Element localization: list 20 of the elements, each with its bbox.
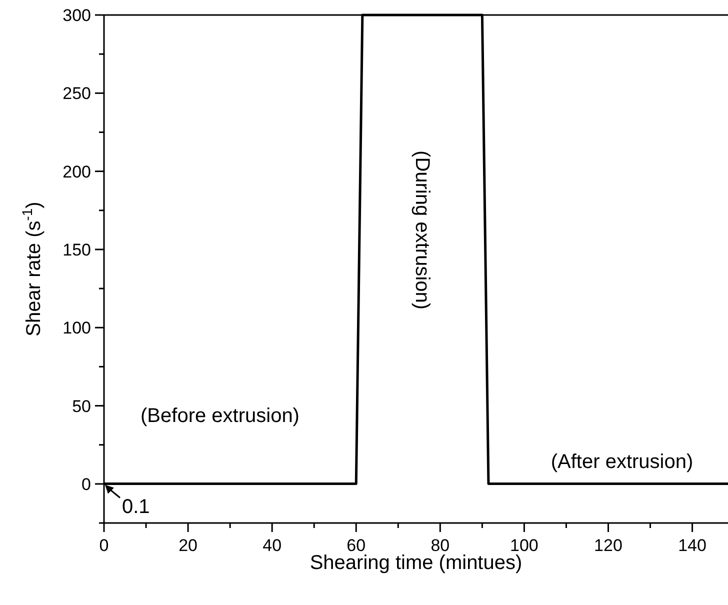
annotation: (During extrusion) <box>411 150 433 310</box>
x-tick-label: 100 <box>510 536 538 555</box>
y-tick-label: 300 <box>62 6 91 25</box>
x-tick-label: 0 <box>99 536 109 555</box>
y-tick-label: 250 <box>62 84 91 104</box>
y-tick-label: 150 <box>62 240 91 260</box>
y-tick-label: 100 <box>62 318 91 338</box>
y-tick-label: 50 <box>72 396 91 416</box>
annotation: 0.1 <box>122 496 150 518</box>
x-tick-label: 20 <box>178 536 198 555</box>
x-tick-label: 60 <box>346 536 366 555</box>
x-axis-title: Shearing time (mintues) <box>310 552 522 574</box>
y-tick-label: 200 <box>62 162 91 182</box>
annotation: (Before extrusion) <box>140 405 300 427</box>
x-tick-label: 140 <box>678 536 706 555</box>
x-tick-label: 40 <box>262 536 282 555</box>
y-tick-label: 0 <box>82 474 91 494</box>
x-tick-label: 80 <box>430 536 450 555</box>
x-tick-label: 120 <box>594 536 622 555</box>
annotation: (After extrusion) <box>550 451 694 473</box>
